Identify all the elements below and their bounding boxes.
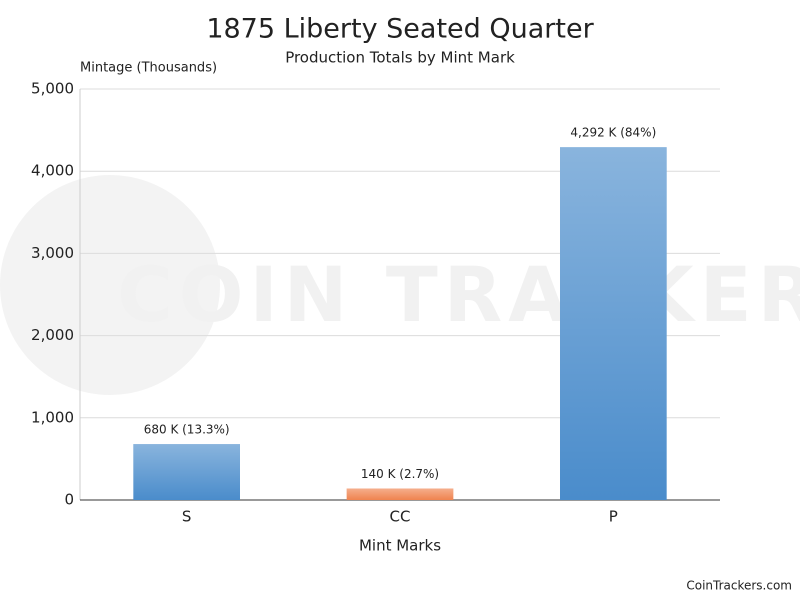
x-tick-label: CC — [390, 508, 411, 526]
bar-shine — [560, 147, 667, 500]
x-tick-label: P — [609, 508, 618, 526]
chart-title: 1875 Liberty Seated Quarter — [206, 14, 594, 45]
bar-shine — [133, 444, 240, 500]
y-tick-label: 1,000 — [31, 408, 74, 426]
watermark: COIN TRACKERS — [117, 250, 800, 339]
chart-subtitle: Production Totals by Mint Mark — [285, 49, 515, 67]
x-axis-label: Mint Marks — [359, 537, 441, 555]
value-label: 140 K (2.7%) — [361, 467, 439, 481]
y-tick-label: 5,000 — [31, 80, 74, 98]
value-label: 4,292 K (84%) — [570, 126, 656, 140]
y-tick-label: 0 — [64, 491, 74, 509]
y-tick-label: 3,000 — [31, 244, 74, 262]
x-tick-label: S — [182, 508, 192, 526]
y-tick-label: 2,000 — [31, 326, 74, 344]
y-axis-label: Mintage (Thousands) — [80, 61, 217, 76]
y-tick-label: 4,000 — [31, 162, 74, 180]
credit: CoinTrackers.com — [686, 579, 792, 593]
value-label: 680 K (13.3%) — [144, 423, 230, 437]
watermark-logo — [0, 175, 220, 395]
bar-shine — [346, 488, 454, 500]
